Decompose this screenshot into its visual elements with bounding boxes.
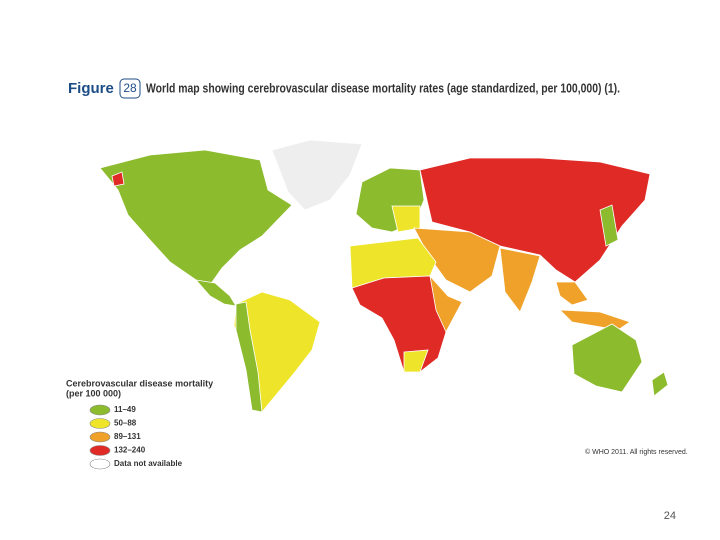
japan: [599, 204, 619, 247]
australia: [571, 323, 643, 393]
greenland: [271, 139, 363, 211]
legend: 11–49 50–88 89–131 132–240 Data not availabl…: [89, 404, 183, 470]
new-zealand: [651, 371, 669, 397]
figure-number: 28: [123, 81, 137, 95]
north-america: [99, 149, 293, 286]
legend-title: Cerebrovascular disease mortality: [66, 378, 213, 388]
legend-swatch: [89, 458, 111, 470]
legend-swatch: [89, 404, 111, 416]
legend-label: 89–131: [114, 432, 141, 441]
figure-number-box: [119, 78, 141, 99]
southern-africa: [403, 349, 429, 373]
legend-swatch: [89, 431, 111, 443]
southeast-asia: [555, 281, 589, 306]
figure-title: World map showing cerebrovascular diseas…: [146, 80, 620, 95]
south-asia: [499, 247, 541, 313]
legend-swatch: [89, 445, 111, 456]
figure-label: Figure: [68, 80, 114, 97]
legend-label: 132–240: [114, 446, 146, 455]
legend-label: 11–49: [114, 405, 136, 414]
east-africa: [429, 274, 463, 333]
legend-subtitle: (per 100 000): [66, 388, 121, 398]
south-america-west: [235, 301, 263, 413]
alaska-island: [111, 171, 125, 187]
legend-swatch: [89, 418, 111, 429]
legend-label: Data not available: [114, 459, 183, 468]
legend-label: 50–88: [114, 419, 137, 428]
world-map: [99, 139, 669, 413]
central-america: [194, 279, 237, 307]
page-number: 24: [664, 510, 676, 522]
eastern-europe: [391, 205, 421, 233]
indonesia: [558, 309, 631, 331]
copyright: © WHO 2011. All rights reserved.: [585, 448, 688, 456]
